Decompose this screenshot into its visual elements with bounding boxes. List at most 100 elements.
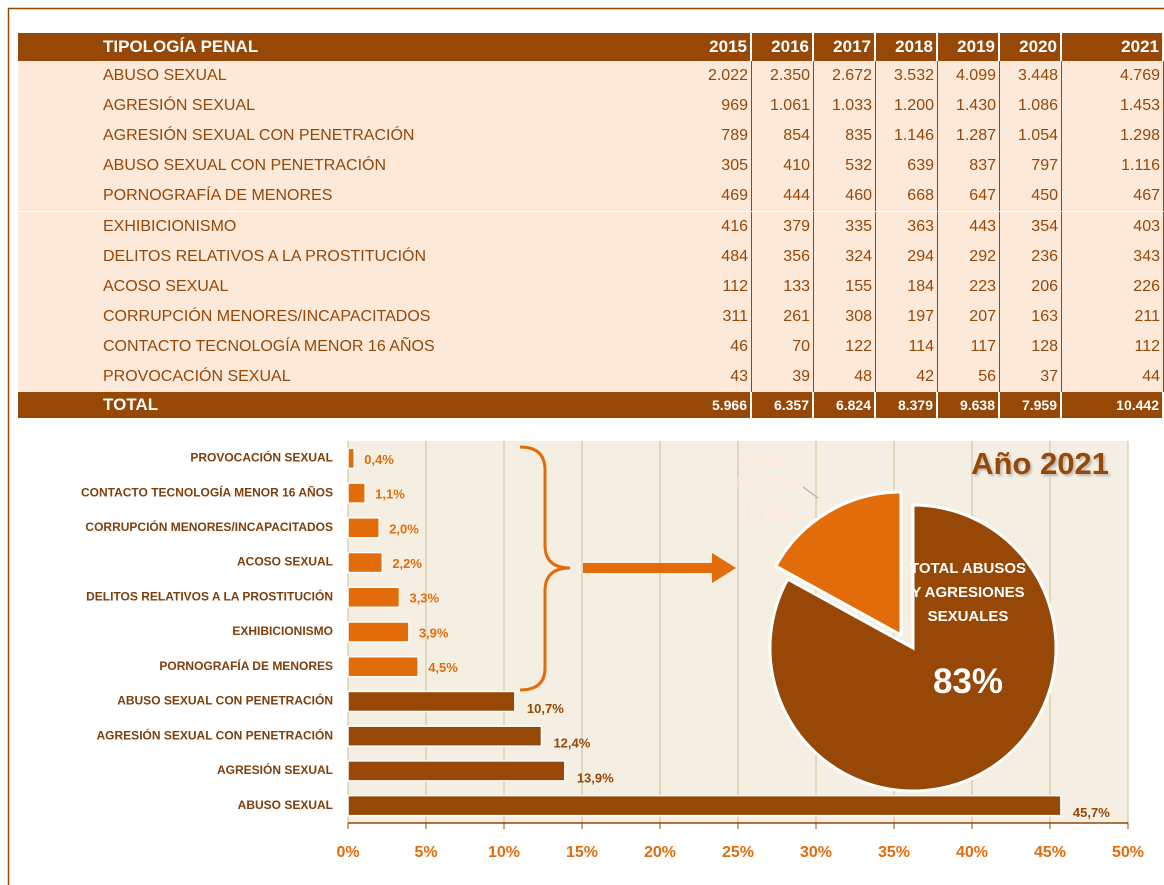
table-cell: 226	[1062, 271, 1164, 302]
table-cell: 37	[1000, 362, 1062, 393]
slice-label: RESTO DELITOS	[734, 454, 796, 490]
table-cell: ABUSO SEXUAL CON PENETRACIÓN	[18, 151, 690, 182]
slice-label: TOTAL ABUSOS Y AGRESIONES SEXUALES	[909, 560, 1027, 625]
table-cell: 3.532	[876, 61, 938, 92]
category-label: PORNOGRAFÍA DE MENORES	[159, 658, 333, 673]
value-label: 3,3%	[409, 591, 439, 606]
table-cell: 789	[690, 121, 752, 152]
table-cell: 155	[814, 271, 876, 302]
table-cell: 292	[938, 241, 1000, 272]
category-label: CORRUPCIÓN MENORES/INCAPACITADOS	[85, 519, 333, 534]
table-cell: 311	[690, 301, 752, 332]
category-label: AGRESIÓN SEXUAL CON PENETRACIÓN	[97, 727, 333, 742]
value-label: 45,7%	[1073, 805, 1110, 820]
table-cell: EXHIBICIONISMO	[18, 211, 690, 242]
x-tick-label: 10%	[488, 844, 520, 861]
bar	[347, 621, 410, 643]
pie-title: Año 2021	[971, 446, 1109, 481]
table-cell: 1.453	[1062, 91, 1164, 122]
bar	[347, 551, 384, 574]
table-cell: 2.350	[752, 61, 814, 92]
table-cell: 356	[752, 241, 814, 272]
table-cell: ACOSO SEXUAL	[18, 271, 690, 302]
table-cell: 294	[876, 241, 938, 272]
table-header-cell: TOTAL	[18, 392, 690, 418]
table-cell: 443	[938, 211, 1000, 242]
table-cell: 4.769	[1062, 61, 1164, 92]
table-cell: 444	[752, 181, 814, 212]
brace	[519, 445, 571, 692]
x-tick-label: 15%	[566, 844, 598, 861]
table-cell: 379	[752, 211, 814, 242]
arrow	[583, 553, 736, 583]
table-cell: 2.022	[690, 61, 752, 92]
table-cell: 184	[876, 271, 938, 302]
table-cell: 112	[690, 271, 752, 302]
x-tick-label: 30%	[800, 844, 832, 861]
table-cell: 70	[752, 331, 814, 362]
bar	[347, 655, 419, 678]
table-header-cell: 2015	[690, 33, 752, 61]
table-cell: 1.146	[876, 121, 938, 152]
table-cell: 39	[752, 362, 814, 393]
table-cell: 211	[1062, 301, 1164, 332]
table-cell: 261	[752, 301, 814, 332]
table-header-cell: 2021	[1062, 33, 1164, 61]
table-header-cell: 8.379	[876, 392, 938, 418]
table-cell: 484	[690, 241, 752, 272]
value-label: 10,7%	[527, 701, 564, 716]
table-header-cell: 2020	[1000, 33, 1062, 61]
table-cell: 1.061	[752, 91, 814, 122]
table-cell: 335	[814, 211, 876, 242]
table-cell: 308	[814, 301, 876, 332]
value-label: 12,4%	[553, 736, 590, 751]
x-tick-label: 40%	[956, 844, 988, 861]
category-label: ACOSO SEXUAL	[237, 555, 333, 569]
table-cell: 835	[814, 121, 876, 152]
table-cell: 1.287	[938, 121, 1000, 152]
table-cell: 668	[876, 181, 938, 212]
table-cell: 197	[876, 301, 938, 332]
value-label: 13,9%	[577, 770, 614, 785]
category-label: EXHIBICIONISMO	[232, 624, 333, 638]
table-cell: 46	[690, 331, 752, 362]
bar	[347, 725, 543, 747]
table-header-cell: 2016	[752, 33, 814, 61]
category-label: AGRESIÓN SEXUAL	[217, 762, 333, 777]
table-cell: 467	[1062, 181, 1164, 212]
table-cell: 1.033	[814, 91, 876, 122]
table-header-cell: 5.966	[690, 392, 752, 418]
table-cell: 639	[876, 151, 938, 182]
value-label: 0,4%	[364, 452, 394, 467]
table-cell: AGRESIÓN SEXUAL	[18, 91, 690, 122]
pie-slice	[773, 490, 903, 638]
table-cell: CORRUPCIÓN MENORES/INCAPACITADOS	[18, 301, 690, 332]
slice-value: 83%	[932, 662, 1004, 701]
table-header-cell: TIPOLOGÍA PENAL	[18, 33, 690, 61]
slice-value: 17%	[739, 498, 795, 528]
table-cell: 1.054	[1000, 121, 1062, 152]
table-cell: 112	[1062, 331, 1164, 362]
table-cell: 56	[938, 362, 1000, 393]
table-cell: 1.086	[1000, 91, 1062, 122]
table-cell: 128	[1000, 331, 1062, 362]
table-cell: 206	[1000, 271, 1062, 302]
category-label: PROVOCACIÓN SEXUAL	[190, 450, 333, 465]
table-cell: 969	[690, 91, 752, 122]
bar	[347, 794, 1062, 817]
frame	[7, 7, 1164, 885]
bar	[347, 586, 401, 609]
pie-slice	[768, 503, 1058, 793]
table-header-cell: 2019	[938, 33, 1000, 61]
category-label: ABUSO SEXUAL CON PENETRACIÓN	[117, 693, 333, 708]
table-header-cell: 2017	[814, 33, 876, 61]
table-cell: 1.430	[938, 91, 1000, 122]
table-cell: 133	[752, 271, 814, 302]
table-cell: 305	[690, 151, 752, 182]
table-cell: 854	[752, 121, 814, 152]
table-cell: 354	[1000, 211, 1062, 242]
category-label: DELITOS RELATIVOS A LA PROSTITUCIÓN	[86, 588, 333, 603]
table-cell: PROVOCACIÓN SEXUAL	[18, 362, 690, 393]
